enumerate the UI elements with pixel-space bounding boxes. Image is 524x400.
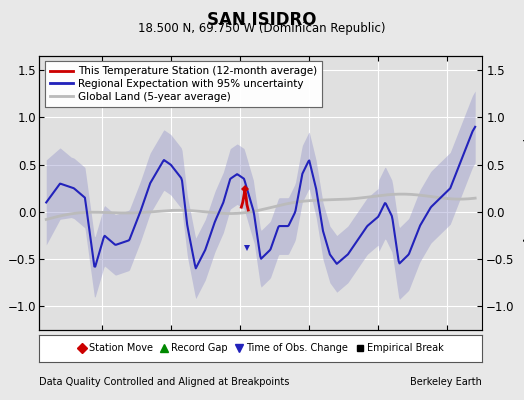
Text: Data Quality Controlled and Aligned at Breakpoints: Data Quality Controlled and Aligned at B… <box>39 377 290 387</box>
Text: SAN ISIDRO: SAN ISIDRO <box>208 11 316 29</box>
Text: Berkeley Earth: Berkeley Earth <box>410 377 482 387</box>
Legend: This Temperature Station (12-month average), Regional Expectation with 95% uncer: This Temperature Station (12-month avera… <box>45 61 322 107</box>
Text: 18.500 N, 69.750 W (Dominican Republic): 18.500 N, 69.750 W (Dominican Republic) <box>138 22 386 35</box>
Y-axis label: Temperature Anomaly (°C): Temperature Anomaly (°C) <box>522 114 524 272</box>
Legend: Station Move, Record Gap, Time of Obs. Change, Empirical Break: Station Move, Record Gap, Time of Obs. C… <box>76 342 445 355</box>
